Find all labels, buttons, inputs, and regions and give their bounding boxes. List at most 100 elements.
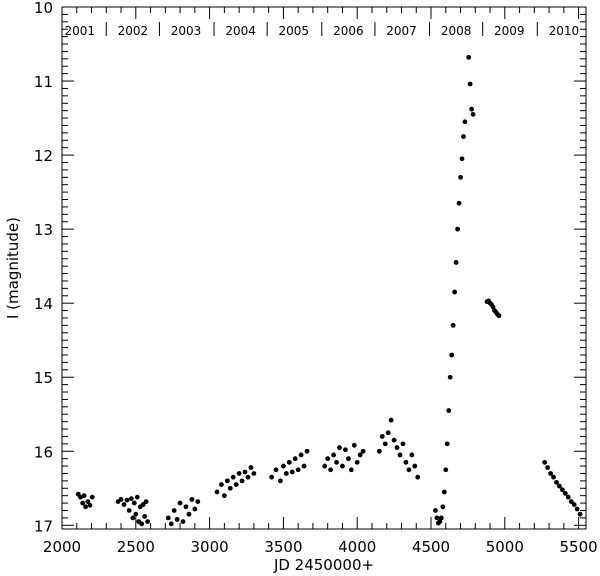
data-point xyxy=(554,479,559,485)
data-point xyxy=(298,452,304,458)
data-point xyxy=(565,494,571,500)
data-point xyxy=(80,500,86,506)
data-point xyxy=(214,489,220,495)
data-point xyxy=(559,487,565,493)
x-axis-title: JD 2450000+ xyxy=(273,556,374,574)
data-point xyxy=(128,496,134,502)
year-label: 2005 xyxy=(278,24,309,38)
data-point xyxy=(403,459,409,465)
data-point xyxy=(452,289,458,295)
data-point xyxy=(83,504,89,510)
data-point xyxy=(85,499,91,505)
data-point xyxy=(376,448,382,454)
data-point xyxy=(142,514,148,519)
data-point xyxy=(81,493,87,499)
data-point xyxy=(456,200,462,206)
data-point xyxy=(449,352,455,358)
data-point xyxy=(437,519,443,524)
data-point xyxy=(434,515,440,521)
data-point xyxy=(239,478,245,484)
data-point xyxy=(331,452,336,458)
data-point xyxy=(334,459,339,465)
data-point xyxy=(242,469,248,475)
plot-frame xyxy=(61,6,587,530)
data-point xyxy=(438,515,444,521)
data-point xyxy=(195,499,201,505)
data-point xyxy=(186,511,192,517)
data-point xyxy=(382,441,388,447)
data-point xyxy=(245,474,251,480)
data-point xyxy=(145,519,151,524)
data-point xyxy=(227,485,233,491)
data-point xyxy=(462,119,468,125)
data-point xyxy=(134,494,140,500)
x-tick-label: 4000 xyxy=(338,538,376,556)
data-point xyxy=(143,499,149,505)
data-point xyxy=(292,456,298,462)
data-point xyxy=(177,500,183,506)
data-point xyxy=(397,452,403,458)
data-point xyxy=(433,508,438,513)
y-tick-label: 12 xyxy=(34,147,53,165)
data-point xyxy=(130,515,136,521)
data-point xyxy=(126,508,132,513)
data-point xyxy=(440,504,446,510)
data-point xyxy=(230,474,236,480)
data-point xyxy=(133,511,139,517)
data-point xyxy=(551,474,556,480)
year-labels: 2001 2002 2003 2004 2005 2006 2007 2008 2009 2010 xyxy=(64,22,579,38)
data-point xyxy=(446,408,452,413)
y-axis-title: I (magnitude) xyxy=(4,217,22,319)
data-point xyxy=(325,456,331,462)
data-point xyxy=(577,511,583,517)
data-point xyxy=(455,226,460,232)
year-label: 2007 xyxy=(386,24,417,38)
data-point xyxy=(357,452,363,458)
data-point xyxy=(385,430,391,436)
data-point xyxy=(165,515,171,521)
data-point xyxy=(542,459,548,465)
x-tick-label: 2000 xyxy=(43,538,81,556)
data-point xyxy=(360,448,366,454)
y-tick-label: 16 xyxy=(34,443,53,461)
data-point xyxy=(469,106,475,112)
data-point xyxy=(394,445,400,450)
data-point xyxy=(458,174,463,180)
data-point xyxy=(174,516,180,522)
data-point xyxy=(131,500,137,506)
data-point xyxy=(568,499,574,505)
data-point xyxy=(340,463,345,469)
x-tick-label: 3500 xyxy=(264,538,302,556)
data-point xyxy=(89,494,95,500)
data-point xyxy=(470,111,476,117)
data-point xyxy=(447,374,453,380)
data-point xyxy=(415,474,421,480)
data-point xyxy=(121,502,127,507)
data-point xyxy=(118,496,124,502)
y-tick-label: 14 xyxy=(34,295,53,313)
data-point xyxy=(459,156,465,162)
data-point xyxy=(351,442,357,448)
data-point xyxy=(466,54,472,60)
data-point xyxy=(562,491,568,496)
data-points xyxy=(75,54,583,527)
year-label: 2003 xyxy=(171,24,202,38)
data-point xyxy=(406,467,412,473)
data-point xyxy=(400,441,406,447)
data-point xyxy=(444,441,450,447)
data-point xyxy=(379,434,385,439)
data-point xyxy=(453,260,459,265)
data-point xyxy=(219,482,224,487)
data-point xyxy=(248,465,254,470)
data-point xyxy=(343,447,348,453)
year-label: 2004 xyxy=(225,24,256,38)
year-label: 2002 xyxy=(118,24,149,38)
y-tick-label: 10 xyxy=(34,0,53,17)
year-label: 2010 xyxy=(549,24,580,38)
data-point xyxy=(140,502,146,507)
data-point xyxy=(78,494,83,500)
data-point xyxy=(224,478,230,484)
data-point xyxy=(295,467,301,473)
data-point xyxy=(441,489,447,495)
data-point xyxy=(87,502,93,508)
